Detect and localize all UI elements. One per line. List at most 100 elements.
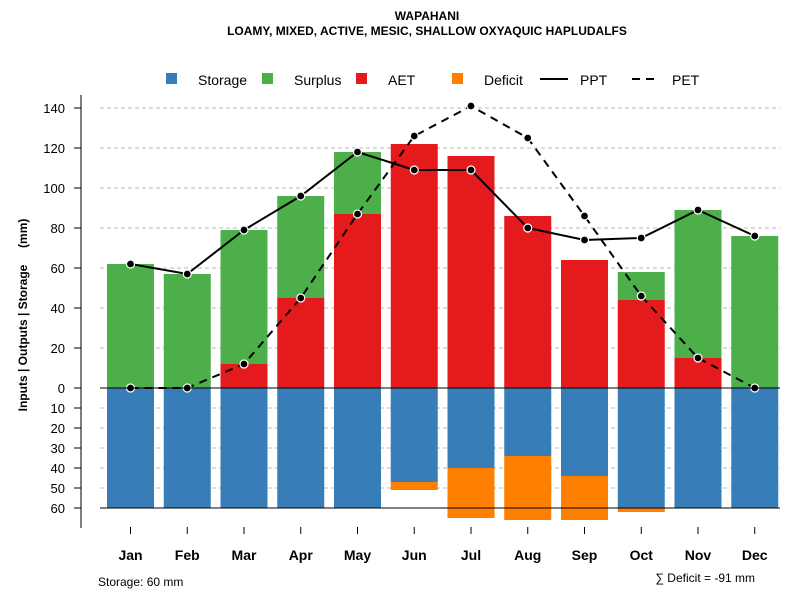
surplus-bar	[731, 236, 779, 388]
chart-subtitle: LOAMY, MIXED, ACTIVE, MESIC, SHALLOW OXY…	[227, 24, 627, 38]
legend-label: Deficit	[484, 72, 523, 88]
ppt-point	[409, 165, 419, 175]
series-lines	[125, 101, 760, 393]
legend: Storage Surplus AET Deficit PPT PET	[166, 72, 700, 88]
aet-bar	[674, 358, 722, 388]
aet-bar	[390, 144, 438, 388]
x-tick-label: Aug	[514, 547, 541, 563]
ppt-point	[523, 223, 533, 233]
y-tick-label: 140	[43, 101, 65, 116]
storage-bar	[220, 388, 268, 508]
deficit-footnote: ∑ Deficit = -91 mm	[655, 571, 755, 585]
aet-bar	[617, 300, 665, 388]
surplus-bar	[163, 274, 211, 388]
y-tick-label: 20	[51, 421, 65, 436]
storage-bar	[390, 388, 438, 482]
deficit-bar	[447, 468, 495, 518]
ppt-line	[130, 150, 756, 276]
aet-bar	[334, 214, 381, 388]
storage-bar	[731, 388, 779, 508]
surplus-bar	[107, 264, 154, 388]
pet-point	[523, 133, 533, 143]
deficit-bar	[617, 508, 665, 512]
pet-point	[409, 131, 419, 141]
surplus-bar	[674, 210, 722, 358]
y-axis-label: Inputs | Outputs | Storage (mm)	[16, 219, 30, 412]
deficit-bar	[390, 482, 438, 490]
storage-footnote: Storage: 60 mm	[98, 575, 183, 589]
storage-bar	[504, 388, 552, 456]
y-tick-label: 40	[51, 301, 65, 316]
storage-bar	[447, 388, 495, 468]
y-tick-label: 50	[51, 481, 65, 496]
storage-bar	[561, 388, 608, 476]
storage-bar	[163, 388, 211, 508]
pet-point	[352, 209, 363, 219]
storage-bar	[277, 388, 325, 508]
legend-label: Storage	[198, 72, 247, 88]
aet-bar	[277, 298, 325, 388]
grid-lines	[100, 107, 780, 489]
x-tick-label: Jul	[461, 547, 481, 563]
x-tick-label: May	[344, 547, 371, 563]
y-tick-label: 60	[51, 261, 65, 276]
storage-bar	[674, 388, 722, 508]
legend-label: AET	[388, 72, 416, 88]
surplus-bar	[334, 152, 381, 214]
pet-point	[466, 101, 476, 111]
y-tick-label: 10	[51, 401, 65, 416]
pet-point	[296, 293, 306, 303]
x-tick-label: Mar	[232, 547, 257, 563]
ppt-point	[182, 269, 192, 279]
legend-label: Surplus	[294, 72, 341, 88]
legend-swatch	[452, 73, 463, 84]
ppt-point	[125, 259, 136, 269]
aet-bar	[447, 156, 495, 388]
x-tick-label: Apr	[289, 547, 314, 563]
y-tick-label: 80	[51, 221, 65, 236]
x-tick-label: Jun	[402, 547, 427, 563]
bars	[107, 144, 779, 520]
axes: 0 20 40 60 80 100 120 140 10 20 30 40 50 60 Jan Feb Mar A…	[43, 95, 780, 563]
aet-bar	[504, 216, 552, 388]
legend-swatch	[262, 73, 273, 84]
y-tick-label: 0	[58, 381, 65, 396]
pet-point	[636, 291, 646, 301]
deficit-bar	[561, 476, 608, 520]
chart-title: WAPAHANI	[395, 9, 459, 23]
pet-point	[579, 211, 590, 221]
y-tick-label: 40	[51, 461, 65, 476]
x-tick-label: Sep	[572, 547, 598, 563]
legend-swatch	[166, 73, 177, 84]
ppt-point	[352, 147, 363, 157]
x-tick-label: Feb	[175, 547, 200, 563]
deficit-bar	[504, 456, 552, 520]
x-tick-label: Jan	[118, 547, 142, 563]
ppt-point	[239, 225, 249, 235]
ppt-point	[750, 231, 760, 241]
aet-bar	[561, 260, 608, 388]
pet-point	[693, 353, 703, 363]
y-tick-label: 120	[43, 141, 65, 156]
x-tick-label: Dec	[742, 547, 768, 563]
storage-bar	[107, 388, 154, 508]
x-tick-label: Oct	[630, 547, 654, 563]
pet-point	[239, 359, 249, 369]
y-tick-label: 20	[51, 341, 65, 356]
y-tick-label: 30	[51, 441, 65, 456]
ppt-point	[466, 165, 476, 175]
legend-label: PET	[672, 72, 700, 88]
pet-line	[130, 104, 756, 389]
ppt-point	[579, 235, 590, 245]
ppt-point	[296, 191, 306, 201]
storage-bar	[334, 388, 381, 508]
surplus-bar	[220, 230, 268, 364]
ppt-point	[693, 205, 703, 215]
y-tick-label: 60	[51, 501, 65, 516]
legend-label: PPT	[580, 72, 608, 88]
storage-bar	[617, 388, 665, 508]
surplus-bar	[277, 196, 325, 298]
x-tick-label: Nov	[685, 547, 712, 563]
ppt-point	[636, 233, 646, 243]
